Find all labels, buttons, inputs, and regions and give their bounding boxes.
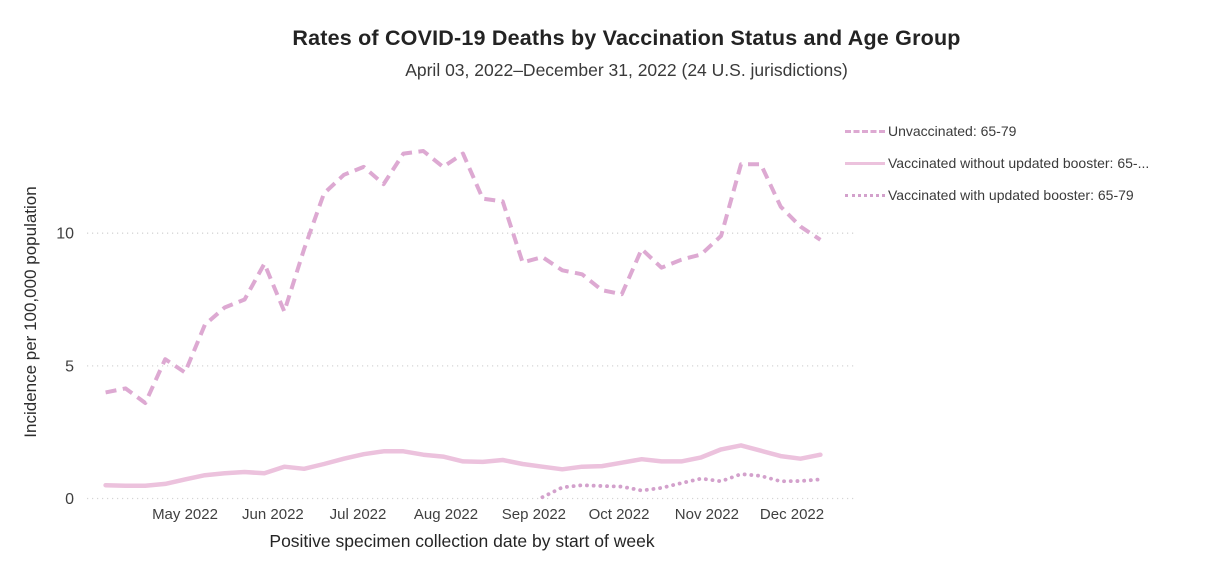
x-tick-label: Jun 2022 <box>242 506 304 523</box>
series-line-dashed <box>105 149 822 405</box>
x-tick-label: Aug 2022 <box>414 506 478 523</box>
y-tick-label: 10 <box>56 226 74 243</box>
y-tick-label: 5 <box>65 358 74 375</box>
legend-item-unvaccinated: Unvaccinated: 65-79 <box>845 120 1149 142</box>
x-tick-label: Jul 2022 <box>330 506 387 523</box>
x-tick-label: Nov 2022 <box>675 506 739 523</box>
y-tick-label: 0 <box>65 491 74 508</box>
legend-item-vaccinated-with-booster: Vaccinated with updated booster: 65-79 <box>845 184 1149 206</box>
series-line-solid <box>103 443 823 489</box>
x-tick-label: Dec 2022 <box>760 506 824 523</box>
y-axis-title: Incidence per 100,000 population <box>21 186 40 437</box>
chart-title: Rates of COVID-19 Deaths by Vaccination … <box>292 26 961 50</box>
legend-item-label: Vaccinated with updated booster: 65-79 <box>888 187 1134 203</box>
solid-line-swatch <box>845 161 885 165</box>
legend: Unvaccinated: 65-79 Vaccinated without u… <box>845 120 1149 216</box>
gridlines <box>87 232 855 500</box>
x-tick-label: Sep 2022 <box>502 506 566 523</box>
x-tick-label: May 2022 <box>152 506 218 523</box>
series-lines <box>103 149 823 500</box>
legend-item-vaccinated-no-booster: Vaccinated without updated booster: 65-.… <box>845 152 1149 174</box>
x-tick-label: Oct 2022 <box>589 506 650 523</box>
series-line-dotted <box>540 472 823 500</box>
dotted-line-swatch <box>845 193 885 197</box>
dashed-line-swatch <box>845 129 885 133</box>
chart-subtitle: April 03, 2022–December 31, 2022 (24 U.S… <box>405 60 848 80</box>
x-tick-labels: May 2022 Jun 2022 Jul 2022 Aug 2022 Sep 2022… <box>152 506 824 523</box>
legend-item-label: Vaccinated without updated booster: 65-.… <box>888 155 1150 171</box>
legend-item-label: Unvaccinated: 65-79 <box>888 123 1017 139</box>
x-axis-title: Positive specimen collection date by sta… <box>269 531 654 551</box>
y-tick-labels: 0 5 10 <box>56 226 74 508</box>
